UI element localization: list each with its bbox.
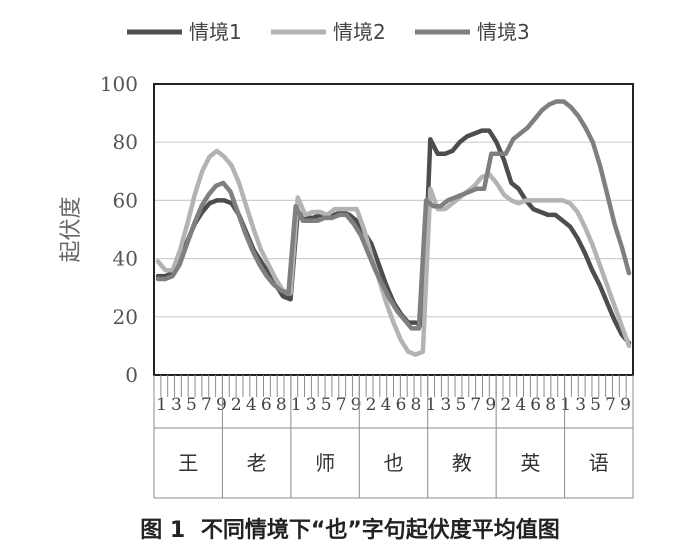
x-axis: 1 3 5 7 9 2 4 6 8 1 3 5 7 9 2 4 6 8 1 3 5 7 9 2 4 6 8 1 3 5 7 9王老师也教英语 [153, 375, 634, 499]
legend: 情境1 情境2 情境3 [127, 20, 530, 44]
legend-label-2: 情境2 [333, 20, 386, 44]
x-tick-label: 7 [470, 395, 481, 415]
y-tick-label: 60 [113, 188, 138, 212]
figure-number: 图 1 [140, 518, 186, 543]
x-tick-label: 2 [500, 395, 511, 415]
y-tick-label: 0 [125, 363, 138, 387]
x-tick-label: 7 [336, 395, 347, 415]
x-tick-label: 1 [156, 395, 167, 415]
x-tick-label: 4 [381, 395, 392, 415]
series-line-3 [155, 99, 632, 331]
x-group-label: 语 [589, 451, 609, 475]
x-tick-label: 8 [276, 395, 287, 415]
y-tick-label: 80 [113, 130, 138, 154]
x-tick-label: 3 [306, 395, 317, 415]
x-tick-label: 4 [515, 395, 526, 415]
x-tick-label: 3 [171, 395, 182, 415]
x-group-label: 王 [178, 451, 198, 475]
x-tick-label: 9 [620, 395, 631, 415]
x-group-label: 英 [520, 451, 540, 475]
x-group-label: 老 [247, 451, 267, 475]
y-tick-label: 20 [113, 305, 138, 329]
legend-label-1: 情境1 [189, 20, 242, 44]
x-tick-label: 6 [530, 395, 541, 415]
x-tick-label: 5 [321, 395, 332, 415]
gridlines [154, 141, 633, 318]
figure-caption: 图 1 不同情境下“也”字句起伏度平均值图 [0, 512, 700, 544]
y-tick-label: 100 [100, 72, 138, 96]
x-tick-label: 1 [291, 395, 302, 415]
y-tick-label: 40 [113, 247, 138, 271]
x-tick-label: 8 [545, 395, 556, 415]
x-tick-label: 6 [396, 395, 407, 415]
y-axis-label: 起伏度 [59, 196, 84, 262]
series-line-2 [155, 148, 632, 357]
x-tick-label: 9 [351, 395, 362, 415]
x-group-label: 教 [452, 451, 472, 475]
x-tick-label: 2 [231, 395, 242, 415]
series-lines [155, 99, 632, 357]
x-tick-label: 3 [575, 395, 586, 415]
x-group-label: 也 [384, 451, 404, 475]
legend-label-3: 情境3 [477, 20, 530, 44]
x-tick-label: 3 [440, 395, 451, 415]
y-axis-ticks: 0 20 40 60 80 100 [100, 72, 138, 387]
x-tick-label: 1 [426, 395, 437, 415]
x-tick-label: 2 [366, 395, 377, 415]
x-tick-label: 9 [485, 395, 496, 415]
x-tick-label: 5 [590, 395, 601, 415]
x-tick-label: 1 [560, 395, 571, 415]
plot-frame [153, 83, 634, 376]
x-tick-label: 5 [186, 395, 197, 415]
x-group-label: 师 [315, 451, 335, 475]
figure-caption-text: 不同情境下“也”字句起伏度平均值图 [200, 518, 560, 543]
x-tick-label: 8 [411, 395, 422, 415]
x-tick-label: 7 [201, 395, 212, 415]
x-tick-label: 9 [216, 395, 227, 415]
x-tick-label: 5 [455, 395, 466, 415]
x-tick-label: 4 [246, 395, 257, 415]
x-tick-label: 6 [261, 395, 272, 415]
x-tick-label: 7 [605, 395, 616, 415]
